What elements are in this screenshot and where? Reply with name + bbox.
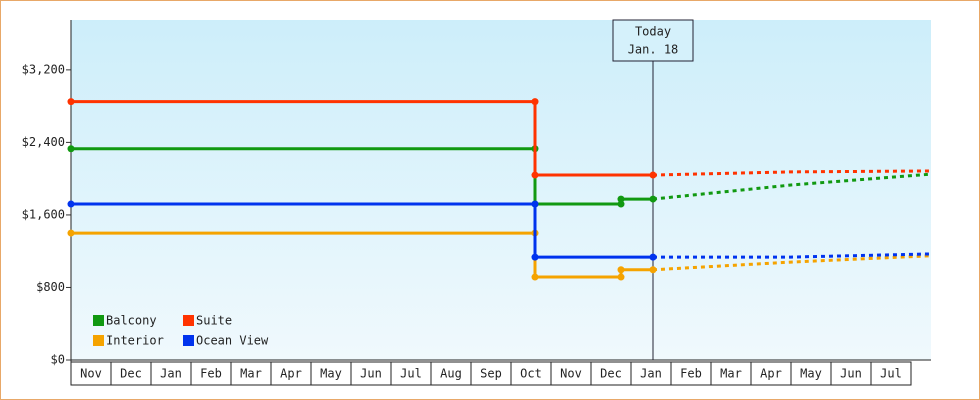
- price-marker: [531, 273, 539, 281]
- price-marker: [67, 229, 75, 237]
- price-marker: [617, 195, 625, 203]
- projection-line: [653, 252, 932, 259]
- x-tick-box: [870, 361, 912, 386]
- x-tick-label: Apr: [280, 367, 302, 381]
- price-marker: [67, 200, 75, 208]
- x-tick-label: May: [320, 367, 342, 381]
- legend-label: Interior: [106, 334, 164, 348]
- plot-area: [71, 20, 931, 360]
- x-tick-label: Feb: [200, 367, 222, 381]
- price-line: [71, 202, 653, 259]
- x-tick-label: Jun: [840, 367, 862, 381]
- today-date: Jan. 18: [628, 43, 679, 57]
- price-marker: [649, 195, 657, 203]
- price-marker: [67, 98, 75, 106]
- x-tick-label: Nov: [80, 367, 102, 381]
- legend-label: Balcony: [106, 314, 157, 328]
- projection-line: [652, 254, 932, 272]
- x-tick-label: Mar: [240, 367, 262, 381]
- x-tick-label: Jan: [160, 367, 182, 381]
- x-tick-label: Jan: [640, 367, 662, 381]
- today-box: [612, 19, 694, 62]
- x-tick-label: Jul: [400, 367, 422, 381]
- x-tick-label: May: [800, 367, 822, 381]
- legend-swatch: [93, 335, 104, 346]
- projection-line: [652, 172, 932, 201]
- price-marker: [649, 266, 657, 274]
- price-marker: [649, 171, 657, 179]
- price-marker: [531, 253, 539, 261]
- price-line: [71, 100, 653, 177]
- price-marker: [617, 273, 625, 281]
- price-marker: [649, 253, 657, 261]
- x-tick-label: Sep: [480, 367, 502, 381]
- x-tick-label: Aug: [440, 367, 462, 381]
- x-tick-label: Feb: [680, 367, 702, 381]
- price-marker: [531, 171, 539, 179]
- x-tick-label: Apr: [760, 367, 782, 381]
- y-tick-label: $1,600: [22, 207, 65, 221]
- x-tick-label: Jun: [360, 367, 382, 381]
- price-marker: [617, 266, 625, 274]
- projection-line: [652, 169, 932, 177]
- y-tick-label: $800: [36, 280, 65, 294]
- y-tick-label: $0: [51, 353, 65, 367]
- x-tick-label: Dec: [600, 367, 622, 381]
- price-marker: [531, 98, 539, 106]
- x-tick-label: Oct: [520, 367, 542, 381]
- legend-swatch: [93, 315, 104, 326]
- x-tick-label: Dec: [120, 367, 142, 381]
- price-marker: [617, 200, 625, 208]
- legend-label: Ocean View: [196, 334, 269, 348]
- price-marker: [67, 145, 75, 153]
- x-tick-label: Nov: [560, 367, 582, 381]
- y-tick-label: $2,400: [22, 135, 65, 149]
- price-line: [71, 147, 653, 206]
- price-line: [71, 231, 653, 279]
- y-tick-label: $3,200: [22, 62, 65, 76]
- today-label: Today: [635, 25, 671, 39]
- legend-label: Suite: [196, 314, 232, 328]
- price-marker: [531, 200, 539, 208]
- legend-swatch: [183, 335, 194, 346]
- legend-swatch: [183, 315, 194, 326]
- x-tick-label: Jul: [880, 367, 902, 381]
- x-tick-label: Mar: [720, 367, 742, 381]
